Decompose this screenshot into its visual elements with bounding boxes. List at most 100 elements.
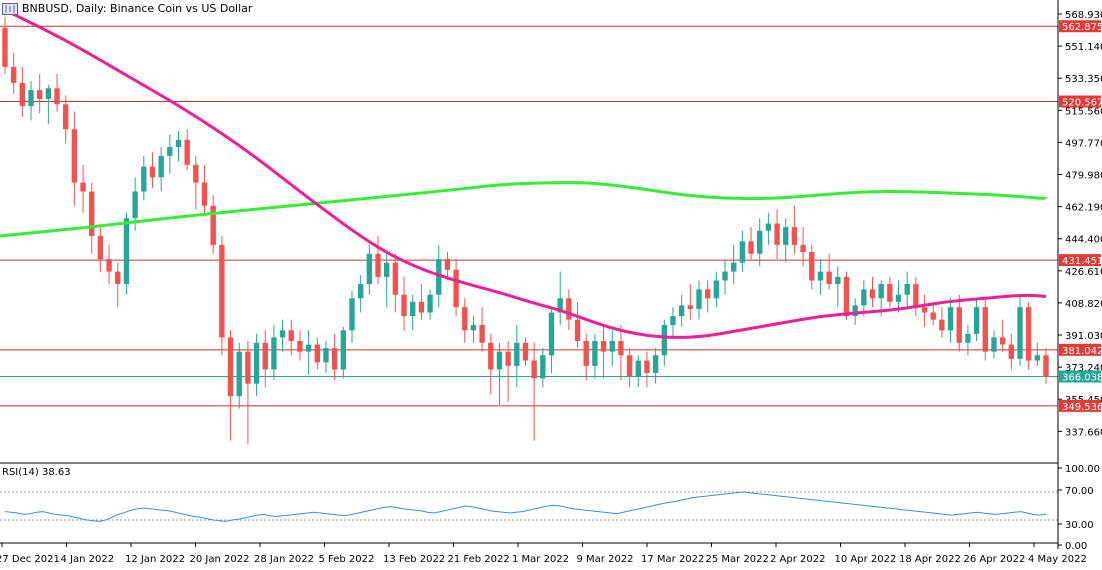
candle-body xyxy=(817,271,824,281)
candle-body xyxy=(89,191,95,236)
candle-body xyxy=(279,330,286,338)
candle-body xyxy=(505,351,511,366)
bear-candle xyxy=(1008,333,1014,370)
candle-body xyxy=(470,324,477,331)
candle-body xyxy=(887,284,893,302)
bear-candle xyxy=(10,52,17,94)
bear-candle xyxy=(2,17,8,75)
bull-candle xyxy=(783,218,789,263)
candle-body xyxy=(54,88,60,105)
candle-body xyxy=(427,294,433,313)
candle-body xyxy=(410,301,416,317)
candle-body xyxy=(982,307,988,352)
bear-candle xyxy=(748,227,754,260)
price-tick-label: 568.930 xyxy=(1065,10,1102,21)
rsi-tick-label: 100.00 xyxy=(1065,464,1100,475)
price-tick-label: 444.400 xyxy=(1065,235,1102,246)
candle-body xyxy=(783,227,789,245)
candle-body xyxy=(384,262,390,277)
candle-body xyxy=(201,182,208,206)
candle-body xyxy=(765,223,772,231)
time-tick-label: 17 Mar 2022 xyxy=(641,554,704,565)
bull-candle xyxy=(366,244,373,295)
candle-body xyxy=(566,298,572,320)
candle-body xyxy=(635,360,641,377)
candle-body xyxy=(843,276,850,317)
candle-body xyxy=(626,355,633,377)
moving-average-slow-line xyxy=(0,181,1047,238)
level-price-badge xyxy=(1059,399,1101,412)
bull-candle xyxy=(713,271,720,308)
candle-body xyxy=(540,355,546,379)
bear-candle xyxy=(843,271,850,320)
bull-candle xyxy=(592,333,598,379)
bull-candle xyxy=(45,84,52,124)
candle-body xyxy=(349,298,355,331)
candle-body xyxy=(600,340,607,352)
candle-body xyxy=(913,284,919,308)
bear-candle xyxy=(956,294,962,352)
bear-candle xyxy=(210,195,216,254)
candle-body xyxy=(557,298,563,313)
price-tick-label: 337.660 xyxy=(1065,427,1102,438)
time-tick-label: 4 Jan 2022 xyxy=(61,554,115,565)
time-tick-label: 2 Apr 2022 xyxy=(770,554,825,565)
candle-body xyxy=(106,259,112,272)
bear-candle xyxy=(982,298,988,361)
candle-body xyxy=(462,307,468,331)
bull-candle xyxy=(349,291,355,343)
time-tick-label: 9 Mar 2022 xyxy=(577,554,634,565)
candle-body xyxy=(366,253,373,285)
bear-candle xyxy=(600,324,607,379)
candle-body xyxy=(809,252,815,281)
chart-type-icon[interactable] xyxy=(2,3,18,15)
bull-candle xyxy=(1017,294,1023,366)
bear-candle xyxy=(566,289,572,331)
candle-body xyxy=(45,88,52,99)
candle-body xyxy=(861,289,867,306)
candle-body xyxy=(956,307,962,343)
candle-body xyxy=(921,307,928,313)
candle-body xyxy=(331,348,338,370)
time-tick-label: 13 Feb 2022 xyxy=(383,554,445,565)
level-price-badge xyxy=(1059,95,1101,108)
candle-body xyxy=(141,166,147,192)
bear-candle xyxy=(288,319,294,356)
candle-body xyxy=(609,340,615,352)
candle-body xyxy=(687,305,694,309)
bear-candle xyxy=(80,164,86,213)
price-tick-label: 515.560 xyxy=(1065,106,1102,117)
candle-body xyxy=(1008,344,1014,359)
bear-candle xyxy=(574,301,581,349)
bear-candle xyxy=(774,209,780,260)
candle-body xyxy=(869,289,876,299)
price-tick-label: 426.610 xyxy=(1065,267,1102,278)
candle-body xyxy=(340,330,347,370)
bull-candle xyxy=(973,298,980,341)
candle-body xyxy=(314,344,320,363)
bear-candle xyxy=(401,276,407,331)
candle-body xyxy=(904,284,910,295)
rsi-tick-label: 0.00 xyxy=(1065,541,1087,552)
candle-body xyxy=(678,305,685,317)
bull-candle xyxy=(279,319,286,352)
bear-candle xyxy=(1043,348,1049,384)
bull-candle xyxy=(678,294,685,327)
candle-body xyxy=(262,342,268,370)
bull-candle xyxy=(609,330,615,366)
candle-body xyxy=(661,324,667,356)
candle-body xyxy=(115,271,121,285)
level-price-badge xyxy=(1059,343,1101,356)
candle-body xyxy=(288,330,294,341)
current-price-label: 366.038 xyxy=(1062,373,1102,384)
candle-body xyxy=(930,312,936,320)
candle-body xyxy=(245,351,251,384)
bull-candle xyxy=(739,230,746,272)
bull-candle xyxy=(661,319,667,366)
candle-body xyxy=(323,348,329,363)
bear-candle xyxy=(687,284,694,320)
candle-body xyxy=(158,155,164,178)
candle-body xyxy=(548,312,555,356)
bear-candle xyxy=(201,164,208,213)
bull-candle xyxy=(757,218,763,267)
